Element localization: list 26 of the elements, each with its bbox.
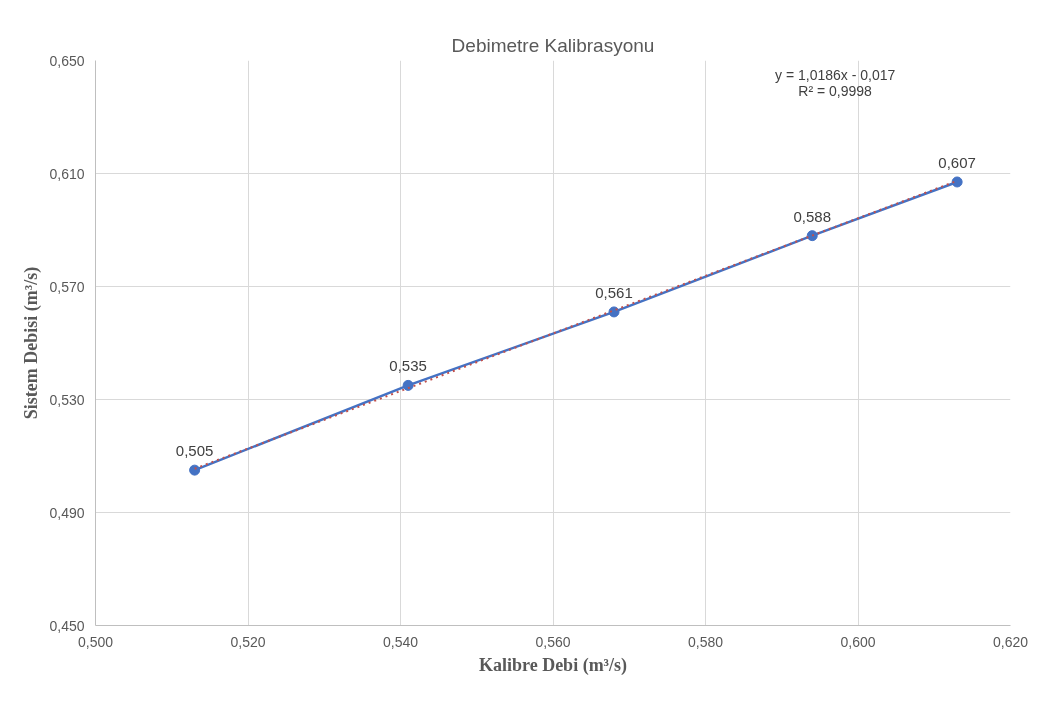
annotation: y = 1,0186x - 0,017 [775, 67, 896, 84]
x-tick-label: 0,580 [687, 633, 724, 650]
y-axis-title: Sistem Debisi (m³/s) [21, 266, 43, 420]
y-tick-label: 0,490 [49, 504, 85, 521]
point [189, 464, 201, 476]
data-label: 0,535 [389, 357, 427, 375]
point [402, 379, 414, 391]
data-label: 0,607 [938, 153, 976, 171]
point [951, 176, 963, 188]
y-tick-label: 0,570 [49, 278, 85, 295]
y-tick-label: 0,610 [49, 165, 85, 182]
x-axis-title: Kalibre Debi (m³/s) [478, 654, 628, 676]
x-tick-label: 0,600 [840, 633, 876, 650]
chart-title: Debimetre Kalibrasyonu [451, 34, 655, 56]
annotation: R² = 0,9998 [798, 82, 873, 99]
x-tick-label: 0,500 [77, 633, 114, 650]
data-label: 0,588 [793, 207, 832, 225]
y-tick-label: 0,650 [49, 52, 85, 69]
data-label: 0,505 [175, 442, 214, 460]
x-tick-label: 0,540 [382, 633, 419, 650]
x-tick-label: 0,620 [992, 633, 1029, 650]
y-tick-label: 0,450 [49, 617, 85, 634]
data-label: 0,561 [595, 283, 633, 301]
x-tick-label: 0,520 [230, 633, 266, 650]
y-tick-label: 0,530 [49, 391, 85, 408]
x-tick-label: 0,560 [535, 633, 571, 650]
